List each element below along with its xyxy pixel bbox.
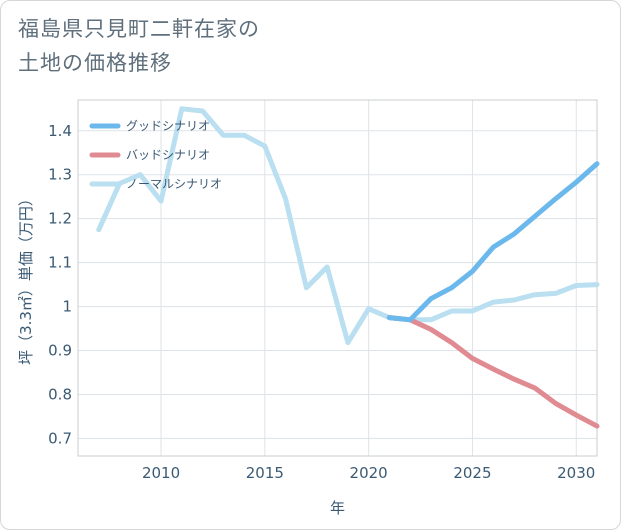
- x-axis-label: 年: [330, 499, 345, 517]
- y-tick-label: 1.2: [48, 210, 72, 228]
- x-tick-label: 2020: [350, 464, 388, 482]
- axis-ticks: 0.7 0.8 0.9 1 1.1 1.2 1.3 1.4 2010 2015 2020 2025 20…: [48, 122, 595, 482]
- y-tick-label: 1.4: [48, 122, 72, 140]
- chart-title-line-2: 土地の価格推移: [18, 51, 172, 75]
- x-tick-label: 2015: [246, 464, 284, 482]
- y-tick-label: 0.9: [48, 342, 72, 360]
- legend-label-1: バッドシナリオ: [126, 148, 210, 162]
- chart-title: 福島県只見町二軒在家の 土地の価格推移: [18, 12, 260, 80]
- x-tick-label: 2010: [142, 464, 180, 482]
- y-axis-label: 坪（3.3㎡）単価（万円）: [17, 191, 35, 365]
- y-tick-label: 0.7: [48, 429, 72, 447]
- x-tick-label: 2025: [453, 464, 491, 482]
- x-tick-label: 2030: [557, 464, 595, 482]
- y-tick-label: 1: [62, 298, 72, 316]
- series-line-1: [386, 315, 600, 429]
- series-line-0: [386, 161, 600, 323]
- chart-title-line-1: 福島県只見町二軒在家の: [18, 17, 260, 41]
- legend-label-2: ノーマルシナリオ: [126, 177, 222, 191]
- series-lines: [96, 106, 600, 429]
- y-tick-label: 1.3: [48, 166, 72, 184]
- legend-label-0: グッドシナリオ: [126, 119, 210, 133]
- plot-area-border: [77, 99, 598, 457]
- y-tick-label: 1.1: [48, 254, 72, 272]
- y-tick-label: 0.8: [48, 385, 72, 403]
- series-line-2: [96, 106, 600, 346]
